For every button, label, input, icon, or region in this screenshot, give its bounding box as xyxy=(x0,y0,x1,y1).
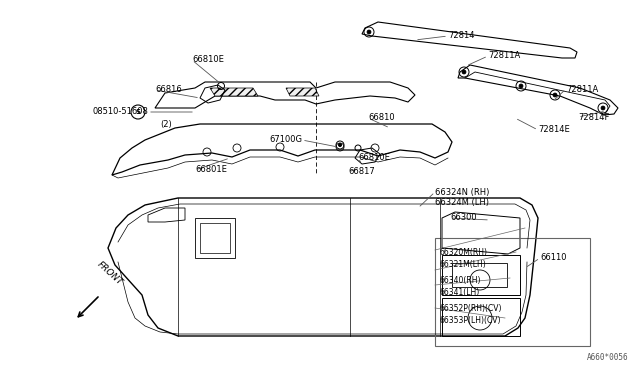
Text: 66300: 66300 xyxy=(450,214,477,222)
Text: 66810E: 66810E xyxy=(358,154,390,163)
Text: 66324N (RH): 66324N (RH) xyxy=(435,187,490,196)
Polygon shape xyxy=(210,88,258,96)
Text: 72814E: 72814E xyxy=(538,125,570,135)
Text: 72811A: 72811A xyxy=(488,51,520,61)
Text: 66320M(RH): 66320M(RH) xyxy=(439,248,487,257)
Text: 66810E: 66810E xyxy=(192,55,224,64)
Circle shape xyxy=(367,30,371,34)
Text: 72814: 72814 xyxy=(448,32,474,41)
Text: (2): (2) xyxy=(160,119,172,128)
Text: 72811A: 72811A xyxy=(566,84,598,93)
Text: 66817: 66817 xyxy=(348,167,375,176)
Bar xyxy=(452,263,507,287)
Circle shape xyxy=(519,84,523,88)
Bar xyxy=(195,218,235,258)
Text: 66110: 66110 xyxy=(540,253,566,263)
Text: 66801E: 66801E xyxy=(195,166,227,174)
Text: 66324M (LH): 66324M (LH) xyxy=(435,198,489,206)
Polygon shape xyxy=(286,88,319,96)
Text: 67100G: 67100G xyxy=(269,135,302,144)
Text: FRONT: FRONT xyxy=(95,260,124,287)
Text: 66816: 66816 xyxy=(155,86,182,94)
Text: 66353P(LH)(CV): 66353P(LH)(CV) xyxy=(439,316,500,325)
Circle shape xyxy=(553,93,557,97)
Text: A660*0056: A660*0056 xyxy=(586,353,628,362)
Text: 66352P(RH)(CV): 66352P(RH)(CV) xyxy=(439,304,502,313)
Text: 66321M(LH): 66321M(LH) xyxy=(439,260,486,269)
Bar xyxy=(200,223,230,253)
Text: 08510-51608: 08510-51608 xyxy=(92,108,148,116)
Circle shape xyxy=(462,70,466,74)
Text: 66340(RH): 66340(RH) xyxy=(439,276,481,285)
Circle shape xyxy=(339,144,342,147)
Text: 72814F: 72814F xyxy=(578,112,609,122)
Text: 66810: 66810 xyxy=(368,113,395,122)
Text: S: S xyxy=(136,109,141,115)
Bar xyxy=(435,238,590,346)
Circle shape xyxy=(601,106,605,110)
Text: 66341(LH): 66341(LH) xyxy=(439,288,479,297)
